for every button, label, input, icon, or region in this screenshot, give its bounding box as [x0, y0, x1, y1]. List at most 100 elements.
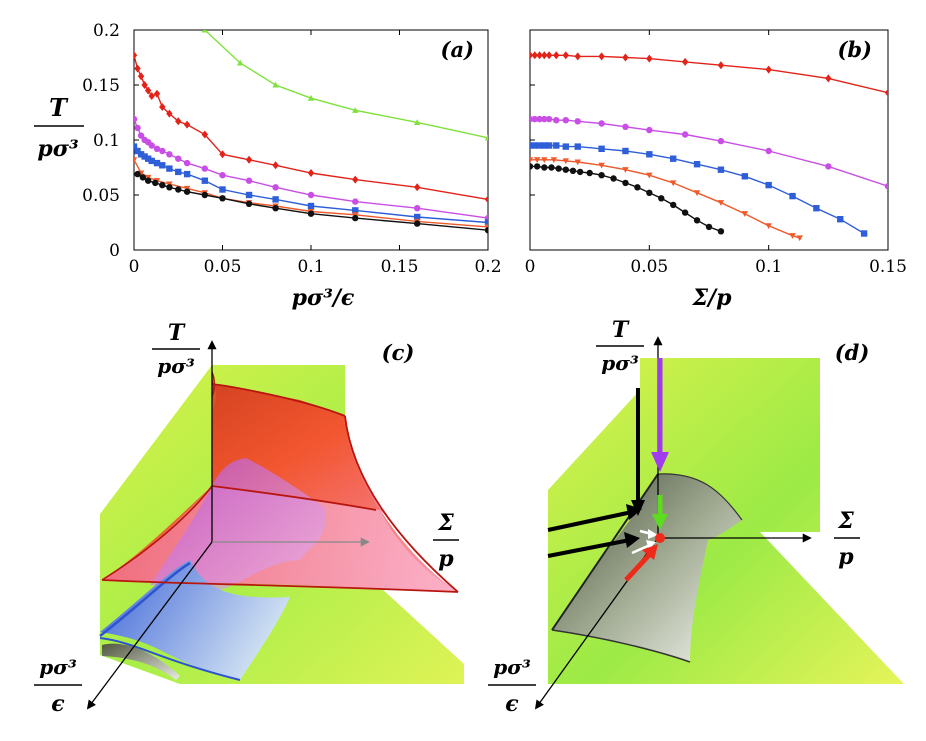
panel-a-tag: (a): [441, 37, 474, 62]
panel-c-blue-edge: [99, 561, 191, 637]
panel-a-black-point: [139, 174, 147, 181]
panel-a-red-point: [134, 51, 138, 60]
panel-a-black-point: [272, 205, 279, 212]
panel-d-red-arrow-head: [642, 544, 658, 560]
panel-a-blue-point: [352, 207, 359, 214]
panel-b-blue-point: [536, 142, 543, 149]
panel-a-magenta-point: [245, 177, 253, 184]
panel-a-xtick-label: 0: [129, 257, 140, 277]
panel-d-T-label-num: T: [612, 317, 630, 343]
panel-b-orange-point: [796, 235, 803, 242]
panel-b-xtick-label: 0.05: [630, 257, 668, 277]
panel-b-blue-point: [531, 142, 538, 149]
panel-a-magenta-point: [307, 191, 315, 199]
panel-b-orange-point: [574, 159, 581, 166]
panel-b-black-point: [530, 163, 534, 170]
panel-b-black-point: [569, 167, 577, 174]
panel-a-black-line: [137, 173, 488, 231]
panel-b-black-line: [530, 165, 722, 232]
panel-a-red-point: [219, 150, 226, 159]
panel-a-red-point: [414, 183, 421, 192]
panel-a-magenta-point: [201, 165, 208, 172]
panel-b-black-point: [533, 163, 541, 170]
panel-b-red-line: [530, 54, 888, 94]
panel-b-xtick-label: 0: [525, 257, 536, 277]
panel-b-orange-point: [670, 180, 677, 187]
panel-a-orange-point: [134, 157, 138, 163]
panel-a-red-point: [153, 89, 161, 98]
panel-a-red-point: [245, 155, 253, 164]
panel-a-blue-point: [272, 196, 279, 203]
panel-b-magenta-point: [622, 123, 629, 130]
panel-b-blue-point: [622, 147, 629, 155]
panel-b-blue-point: [860, 230, 868, 237]
panel-d-grey-edge: [551, 473, 659, 631]
panel-a-black-point: [484, 227, 488, 234]
panel-d-sigma-label-num: Σ: [837, 508, 854, 534]
panel-a-xtick-label: 0.2: [474, 257, 501, 277]
panel-b-orange-point: [717, 200, 725, 206]
panel-a-red-point: [272, 161, 279, 170]
panel-b-blue-point: [741, 173, 748, 180]
panel-b-orange-point: [530, 157, 534, 163]
panel-a-ylabel-numerator: T: [49, 93, 69, 122]
panel-c-red-top-edge: [211, 383, 346, 417]
panel-b-orange-point: [789, 233, 796, 239]
panel-a-red-point: [201, 130, 208, 139]
panel-b-black-point: [562, 166, 569, 173]
panel-d-tag: (d): [835, 340, 870, 365]
panel-b-red-point: [531, 51, 538, 60]
panel-a-green-point: [237, 59, 244, 66]
panel-d-green-arrow-head: [652, 514, 668, 530]
panel-a-magenta-point: [137, 132, 145, 139]
panel-c-epsilon-axis: [86, 541, 213, 710]
panel-b-red-point: [598, 52, 605, 61]
panel-b-blue-point: [574, 143, 581, 150]
panel-b-xtick-label: 0.1: [755, 257, 782, 277]
panel-b-blue-point: [789, 192, 796, 200]
panel-b-blue-point: [541, 142, 548, 149]
panel-b-magenta-point: [765, 147, 772, 155]
panel-a-magenta-point: [134, 124, 141, 132]
panel-a-black-point: [245, 200, 253, 207]
panel-b-black-point: [634, 184, 641, 191]
panel-a-red-point: [137, 72, 145, 81]
panel-a-black-point: [183, 188, 191, 195]
panel-b: 0 0.05 0.1 0.15 (b) Σ/p: [525, 29, 907, 311]
panel-c-grey-surface: [102, 643, 180, 680]
panel-a-blue-point: [245, 191, 253, 199]
panel-b-magenta-point: [531, 115, 538, 123]
panel-b-red-point: [717, 61, 725, 70]
panel-b-blue-point: [693, 161, 701, 168]
panel-d-T-label-den: pσ³: [601, 351, 639, 375]
panel-b-black-point: [586, 169, 593, 177]
panel-d-grey-top-edge: [657, 473, 743, 521]
panel-a-blue-point: [141, 153, 148, 160]
panel-d-purple-arrow-head: [651, 452, 669, 472]
panel-b-magenta-point: [646, 126, 653, 134]
panel-d-white-arrow-lower: [631, 543, 651, 555]
panel-d-epsilon-label-den: ϵ: [505, 691, 519, 717]
panel-b-black-point: [598, 172, 605, 179]
panel-b-blue-point: [765, 181, 772, 189]
panel-b-black-point: [548, 164, 555, 171]
panel-a-magenta-point: [183, 159, 191, 167]
panel-b-blue-point: [553, 142, 560, 149]
panel-a-blue-point: [166, 165, 173, 172]
panel-a-black-point: [201, 191, 208, 199]
panel-b-orange-point: [765, 223, 772, 229]
panel-d-black-arrow-lower-head: [624, 532, 640, 548]
panel-a-ytick-label: 0.05: [82, 186, 120, 206]
panel-a-red-point: [352, 175, 359, 184]
panel-a-black-point: [175, 186, 182, 193]
panel-a-green-point: [484, 134, 488, 141]
panel-a-blue-point: [159, 162, 166, 169]
panel-b-magenta-point: [681, 131, 689, 138]
panel-a-blue-point: [307, 202, 315, 210]
panel-a-xtick-label: 0.15: [381, 257, 419, 277]
panel-a-red-point: [141, 81, 148, 89]
panel-a-black-point: [352, 214, 359, 222]
panel-a-magenta-point: [148, 142, 155, 149]
panel-b-black-point: [681, 209, 689, 216]
panel-a-magenta-point: [352, 198, 359, 205]
